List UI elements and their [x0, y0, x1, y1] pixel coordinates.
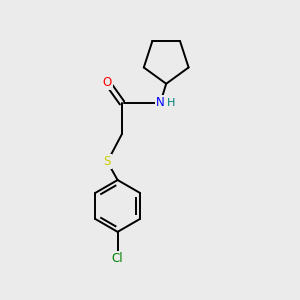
Text: N: N	[156, 96, 165, 110]
Text: Cl: Cl	[112, 252, 123, 265]
Text: S: S	[103, 155, 111, 168]
Text: H: H	[167, 98, 176, 108]
Text: O: O	[103, 76, 112, 89]
